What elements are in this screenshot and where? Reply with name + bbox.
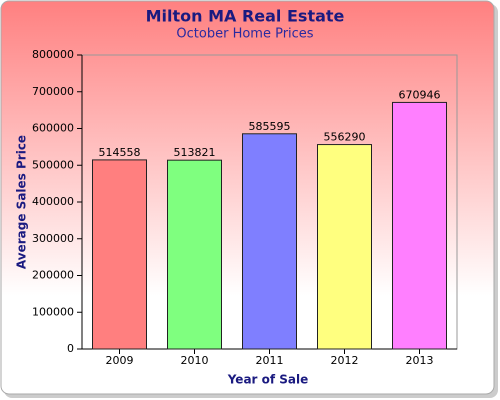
y-tick-label: 400000 <box>32 195 74 208</box>
bar <box>392 101 447 350</box>
x-tick-label: 2010 <box>181 354 209 367</box>
y-tick-label: 100000 <box>32 305 74 318</box>
y-tick-label: 800000 <box>32 48 74 61</box>
y-tick-label: 700000 <box>32 85 74 98</box>
value-label: 556290 <box>324 131 366 144</box>
bar <box>167 159 222 350</box>
chart-title: Milton MA Real Estate <box>146 7 345 26</box>
value-label: 670946 <box>399 88 441 101</box>
y-tick-label: 600000 <box>32 122 74 135</box>
bar <box>92 159 147 350</box>
y-tick-label: 200000 <box>32 269 74 282</box>
y-tick-label: 300000 <box>32 232 74 245</box>
x-tick-label: 2011 <box>256 354 284 367</box>
x-tick-label: 2012 <box>331 354 359 367</box>
y-tick-label: 500000 <box>32 158 74 171</box>
x-axis-label: Year of Sale <box>227 373 309 387</box>
chart-subtitle: October Home Prices <box>176 27 313 42</box>
value-label: 585595 <box>249 120 291 133</box>
x-tick-label: 2009 <box>106 354 134 367</box>
value-label: 514558 <box>99 146 141 159</box>
bar <box>242 133 297 350</box>
value-label: 513821 <box>174 146 216 159</box>
y-axis-label: Average Sales Price <box>15 135 29 269</box>
bar <box>317 144 372 350</box>
y-tick-label: 0 <box>67 342 74 355</box>
x-tick-label: 2013 <box>406 354 434 367</box>
